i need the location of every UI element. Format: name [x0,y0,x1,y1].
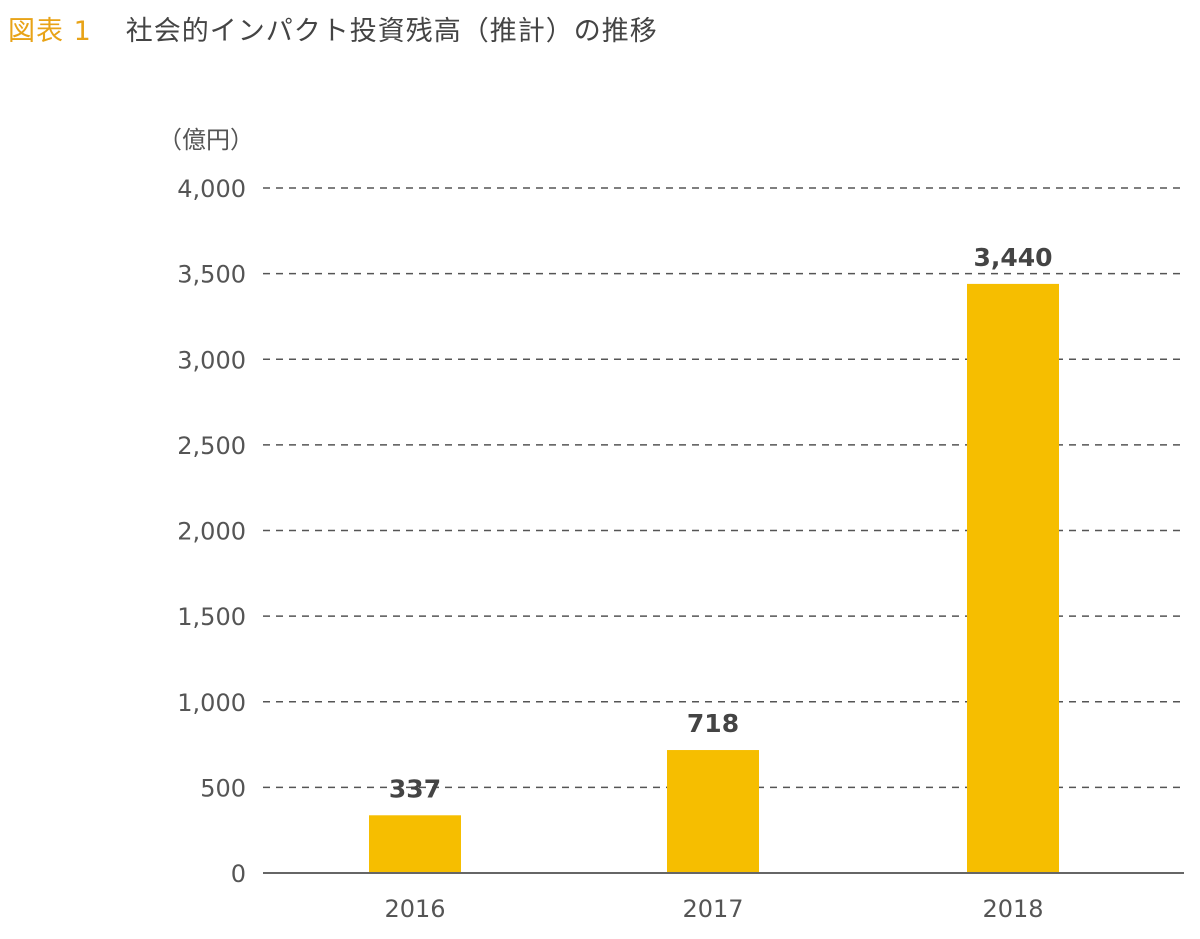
y-tick-label: 2,500 [177,432,246,460]
y-tick-label: 500 [200,774,246,802]
y-tick-label: 0 [231,860,246,888]
x-axis-categories: 2016 2017 2018 [384,895,1043,923]
bar [667,750,759,873]
figure-title: 社会的インパクト投資残高（推計）の推移 [125,15,658,47]
data-label: 3,440 [973,243,1052,272]
y-tick-label: 2,000 [177,518,246,546]
data-labels: 337 718 3,440 [389,243,1053,803]
x-category-label: 2017 [682,895,743,923]
y-tick-label: 3,500 [177,261,246,289]
y-tick-label: 1,500 [177,603,246,631]
figure-number: 図表 1 [8,15,92,47]
data-label: 337 [389,774,441,803]
y-tick-label: 3,000 [177,346,246,374]
x-category-label: 2016 [384,895,445,923]
figure-header: 図表 1 社会的インパクト投資残高（推計）の推移 [8,6,658,50]
y-unit-label: （億円） [158,126,254,154]
x-category-label: 2018 [982,895,1043,923]
bar [369,815,461,873]
y-tick-label: 1,000 [177,689,246,717]
y-axis-ticks: 0 500 1,000 1,500 2,000 2,500 3,000 3,500 4,000 [177,175,246,888]
bars [369,283,1059,873]
data-label: 718 [687,709,739,738]
y-tick-label: 4,000 [177,175,246,203]
bar [967,283,1059,873]
